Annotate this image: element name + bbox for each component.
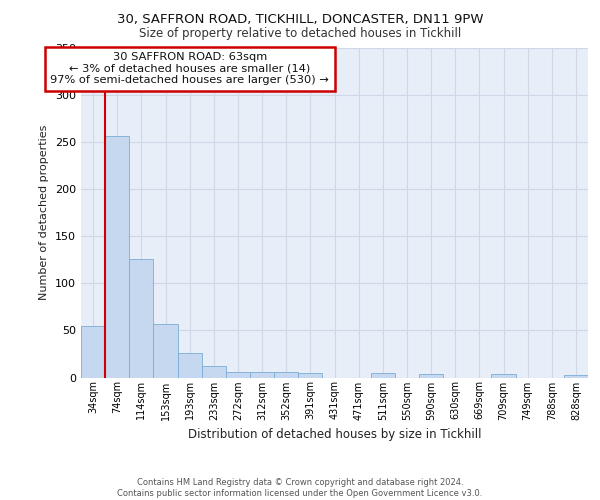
Bar: [178, 353, 202, 378]
Bar: [298, 373, 322, 378]
Bar: [105, 136, 129, 378]
Bar: [564, 374, 588, 378]
Text: 30, SAFFRON ROAD, TICKHILL, DONCASTER, DN11 9PW: 30, SAFFRON ROAD, TICKHILL, DONCASTER, D…: [117, 12, 483, 26]
Bar: [371, 373, 395, 378]
Bar: [419, 374, 443, 378]
Text: Contains HM Land Registry data © Crown copyright and database right 2024.
Contai: Contains HM Land Registry data © Crown c…: [118, 478, 482, 498]
Bar: [226, 372, 250, 378]
Text: 30 SAFFRON ROAD: 63sqm
← 3% of detached houses are smaller (14)
97% of semi-deta: 30 SAFFRON ROAD: 63sqm ← 3% of detached …: [50, 52, 329, 86]
Bar: [274, 372, 298, 378]
X-axis label: Distribution of detached houses by size in Tickhill: Distribution of detached houses by size …: [188, 428, 481, 441]
Bar: [202, 366, 226, 378]
Bar: [250, 372, 274, 378]
Bar: [81, 326, 105, 378]
Text: Size of property relative to detached houses in Tickhill: Size of property relative to detached ho…: [139, 28, 461, 40]
Bar: [491, 374, 515, 378]
Bar: [129, 258, 154, 378]
Bar: [154, 324, 178, 378]
Y-axis label: Number of detached properties: Number of detached properties: [40, 125, 49, 300]
